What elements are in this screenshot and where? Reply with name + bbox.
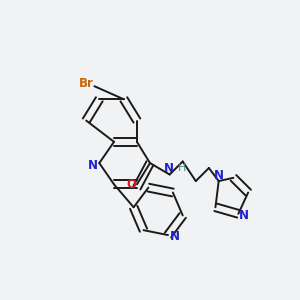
Text: N: N (88, 159, 98, 172)
Text: O: O (126, 178, 136, 191)
Text: N: N (214, 169, 224, 182)
Text: H: H (178, 163, 186, 173)
Text: Br: Br (79, 77, 94, 90)
Text: N: N (239, 209, 249, 222)
Text: N: N (169, 230, 179, 243)
Text: N: N (164, 162, 174, 175)
